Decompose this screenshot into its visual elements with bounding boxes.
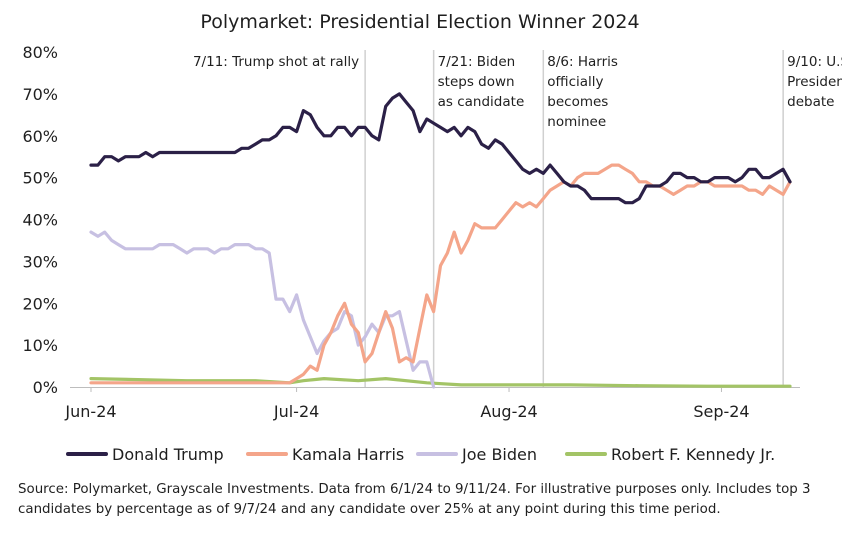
event-annotation: 7/21: Biden steps down as candidate	[438, 54, 525, 110]
x-tick-label: Aug-24	[480, 402, 537, 421]
x-axis: Jun-24 Jul-24 Aug-24 Sep-24	[64, 387, 750, 421]
y-axis: 0% 10% 20% 30% 40% 50% 60% 70% 80%	[22, 43, 58, 397]
event-annotation: 9/10: U.S.Presidentialdebate	[787, 54, 842, 110]
legend-label: Donald Trump	[112, 445, 224, 464]
y-tick-label: 20%	[22, 294, 58, 313]
series-line-joe-biden	[89, 230, 436, 389]
series-lines	[89, 92, 792, 389]
legend: Donald Trump Kamala Harris Joe Biden Robert…	[66, 445, 775, 464]
x-tick-label: Sep-24	[693, 402, 749, 421]
y-tick-label: 60%	[22, 127, 58, 146]
x-tick-label: Jul-24	[273, 402, 319, 421]
chart-title: Polymarket: Presidential Election Winner…	[200, 11, 639, 33]
event-lines	[364, 50, 784, 387]
series-line-donald-trump	[89, 92, 792, 205]
y-tick-label: 50%	[22, 169, 58, 188]
y-tick-label: 70%	[22, 85, 58, 104]
source-note: Source: Polymarket, Grayscale Investment…	[18, 482, 811, 517]
legend-label: Robert F. Kennedy Jr.	[611, 445, 775, 464]
y-tick-label: 80%	[22, 43, 58, 62]
event-annotation: 7/11: Trump shot at rally	[193, 54, 359, 70]
chart: Polymarket: Presidential Election Winner…	[22, 11, 842, 464]
legend-label: Kamala Harris	[292, 445, 404, 464]
y-tick-label: 30%	[22, 252, 58, 271]
y-tick-label: 0%	[33, 378, 58, 397]
y-tick-label: 10%	[22, 336, 58, 355]
event-annotation: 8/6: Harris officially becomes nominee	[547, 54, 618, 130]
series-line-kamala-harris	[89, 163, 792, 385]
event-annotations: 7/11: Trump shot at rally 7/21: Biden step…	[193, 54, 842, 130]
y-tick-label: 40%	[22, 211, 58, 230]
legend-label: Joe Biden	[461, 445, 537, 464]
x-tick-label: Jun-24	[64, 402, 116, 421]
